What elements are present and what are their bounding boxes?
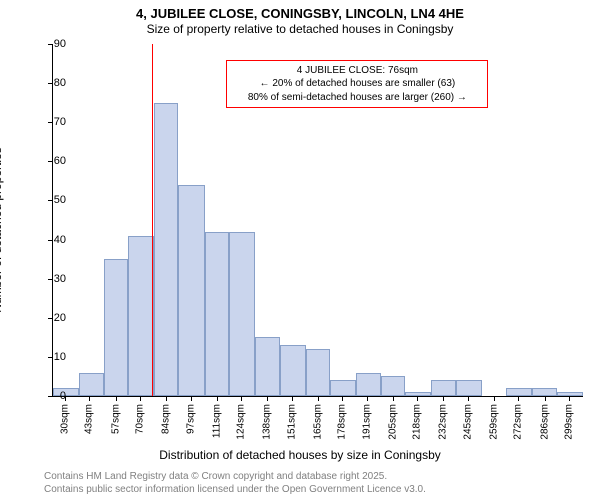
- marker-line: [152, 44, 153, 396]
- xtick-mark: [140, 396, 141, 401]
- xtick-mark: [267, 396, 268, 401]
- xtick-mark: [89, 396, 90, 401]
- ytick-label: 50: [36, 194, 66, 206]
- histogram-bar: [330, 380, 356, 396]
- histogram-bar: [229, 232, 255, 396]
- attribution-text: Contains HM Land Registry data © Crown c…: [44, 471, 426, 496]
- xtick-mark: [468, 396, 469, 401]
- histogram-bar: [79, 373, 103, 396]
- ytick-label: 60: [36, 155, 66, 167]
- xtick-label: 191sqm: [361, 404, 372, 440]
- xtick-mark: [494, 396, 495, 401]
- xtick-mark: [545, 396, 546, 401]
- histogram-bar: [456, 380, 482, 396]
- annotation-line-2: ← 20% of detached houses are smaller (63…: [233, 77, 481, 91]
- xtick-label: 286sqm: [539, 404, 550, 440]
- xtick-label: 30sqm: [60, 404, 71, 434]
- annotation-line-3: 80% of semi-detached houses are larger (…: [233, 91, 481, 105]
- ytick-label: 0: [36, 390, 66, 402]
- xtick-label: 205sqm: [387, 404, 398, 440]
- histogram-bar: [104, 259, 128, 396]
- histogram-bar: [557, 392, 583, 396]
- xtick-label: 138sqm: [262, 404, 273, 440]
- xtick-label: 70sqm: [135, 404, 146, 434]
- histogram-bar: [405, 392, 431, 396]
- chart-title: 4, JUBILEE CLOSE, CONINGSBY, LINCOLN, LN…: [0, 6, 600, 21]
- xtick-mark: [241, 396, 242, 401]
- xtick-label: 124sqm: [236, 404, 247, 440]
- ytick-label: 90: [36, 38, 66, 50]
- xtick-mark: [342, 396, 343, 401]
- chart-container: 4, JUBILEE CLOSE, CONINGSBY, LINCOLN, LN…: [0, 0, 600, 500]
- xtick-mark: [191, 396, 192, 401]
- xtick-mark: [393, 396, 394, 401]
- histogram-bar: [532, 388, 556, 396]
- xtick-mark: [367, 396, 368, 401]
- attribution-line-2: Contains public sector information licen…: [44, 484, 426, 497]
- xtick-label: 178sqm: [337, 404, 348, 440]
- y-axis-label: Number of detached properties: [4, 65, 18, 230]
- xtick-mark: [166, 396, 167, 401]
- ytick-label: 70: [36, 116, 66, 128]
- xtick-label: 299sqm: [563, 404, 574, 440]
- ytick-label: 30: [36, 273, 66, 285]
- xtick-label: 245sqm: [462, 404, 473, 440]
- histogram-bar: [178, 185, 204, 396]
- xtick-mark: [217, 396, 218, 401]
- ytick-label: 20: [36, 312, 66, 324]
- xtick-mark: [417, 396, 418, 401]
- histogram-bar: [128, 236, 154, 396]
- xtick-label: 272sqm: [513, 404, 524, 440]
- xtick-mark: [292, 396, 293, 401]
- ytick-label: 80: [36, 77, 66, 89]
- ytick-label: 10: [36, 351, 66, 363]
- xtick-label: 232sqm: [438, 404, 449, 440]
- histogram-bar: [154, 103, 178, 396]
- xtick-label: 218sqm: [412, 404, 423, 440]
- xtick-mark: [116, 396, 117, 401]
- xtick-label: 111sqm: [211, 404, 222, 438]
- xtick-label: 151sqm: [286, 404, 297, 440]
- chart-subtitle: Size of property relative to detached ho…: [0, 22, 600, 36]
- histogram-bar: [381, 376, 405, 396]
- histogram-bar: [506, 388, 532, 396]
- ytick-label: 40: [36, 234, 66, 246]
- attribution-line-1: Contains HM Land Registry data © Crown c…: [44, 471, 426, 484]
- xtick-label: 259sqm: [488, 404, 499, 440]
- xtick-label: 57sqm: [110, 404, 121, 434]
- histogram-bar: [280, 345, 306, 396]
- xtick-label: 84sqm: [161, 404, 172, 434]
- histogram-bar: [255, 337, 279, 396]
- xtick-mark: [518, 396, 519, 401]
- xtick-mark: [65, 396, 66, 401]
- histogram-bar: [356, 373, 380, 396]
- annotation-box: 4 JUBILEE CLOSE: 76sqm← 20% of detached …: [226, 60, 488, 109]
- histogram-bar: [431, 380, 455, 396]
- plot-area: 4 JUBILEE CLOSE: 76sqm← 20% of detached …: [52, 44, 583, 397]
- annotation-line-1: 4 JUBILEE CLOSE: 76sqm: [233, 64, 481, 78]
- xtick-label: 43sqm: [84, 404, 95, 434]
- histogram-bar: [306, 349, 330, 396]
- xtick-label: 97sqm: [185, 404, 196, 434]
- x-axis-label: Distribution of detached houses by size …: [0, 448, 600, 462]
- histogram-bar: [205, 232, 229, 396]
- xtick-mark: [318, 396, 319, 401]
- xtick-label: 165sqm: [312, 404, 323, 440]
- xtick-mark: [443, 396, 444, 401]
- xtick-mark: [569, 396, 570, 401]
